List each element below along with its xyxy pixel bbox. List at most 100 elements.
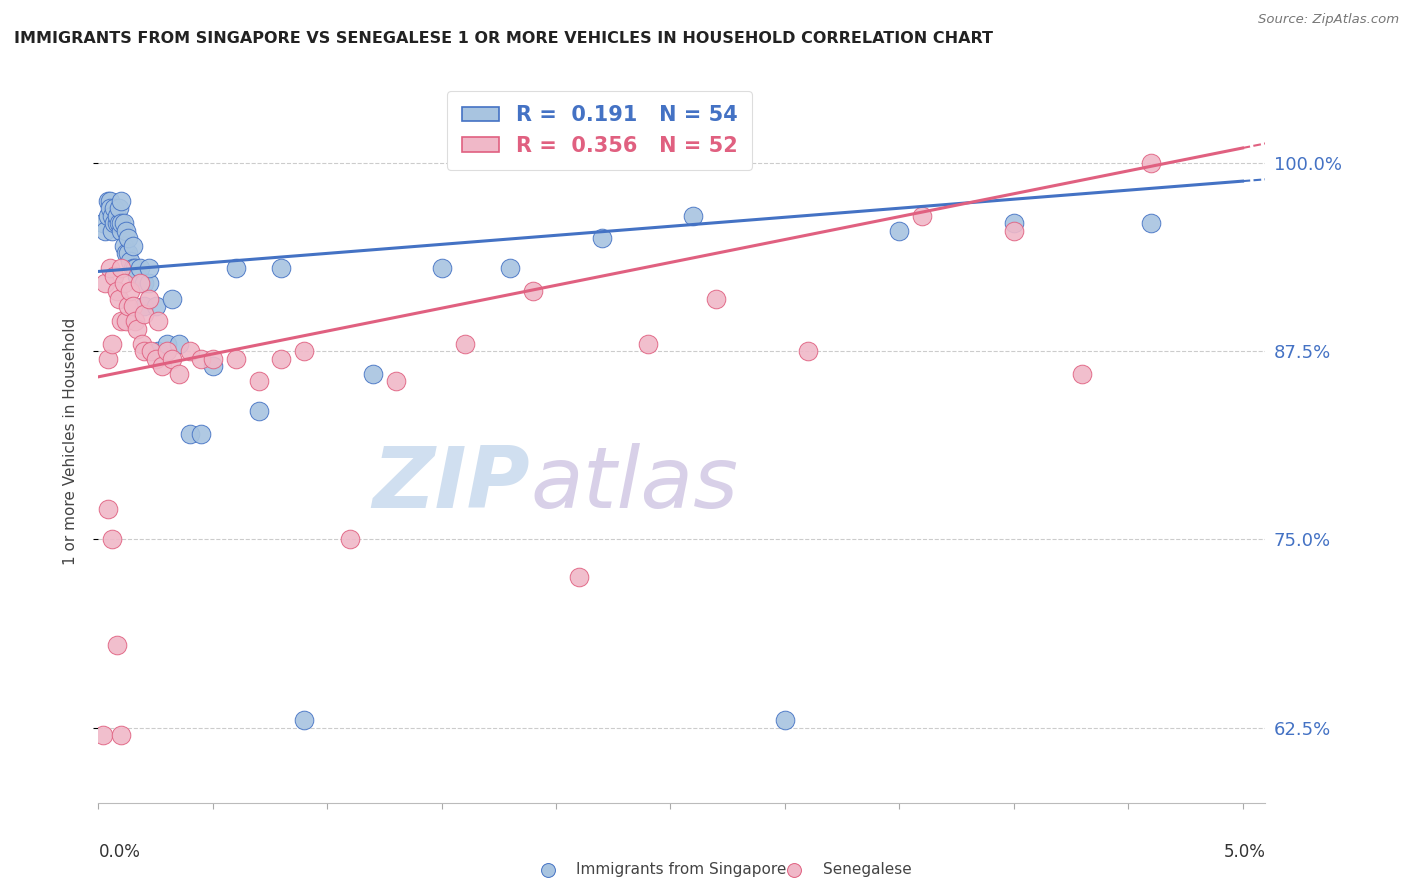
Point bbox=[115, 224, 138, 238]
Point bbox=[704, 292, 727, 306]
Point bbox=[101, 533, 124, 547]
Point bbox=[91, 728, 114, 742]
Point bbox=[270, 261, 292, 276]
Point bbox=[499, 261, 522, 276]
Point bbox=[110, 224, 132, 238]
Text: 0.0%: 0.0% bbox=[98, 843, 141, 861]
Point bbox=[105, 284, 128, 298]
Point bbox=[134, 307, 156, 321]
Point bbox=[121, 261, 143, 276]
Text: Immigrants from Singapore: Immigrants from Singapore bbox=[576, 863, 787, 877]
Point bbox=[146, 344, 169, 359]
Point bbox=[127, 321, 149, 335]
Point bbox=[225, 261, 247, 276]
Text: ZIP: ZIP bbox=[373, 443, 530, 526]
Point bbox=[1140, 156, 1163, 170]
Text: Source: ZipAtlas.com: Source: ZipAtlas.com bbox=[1258, 13, 1399, 27]
Point bbox=[105, 638, 128, 652]
Point bbox=[121, 299, 143, 313]
Point bbox=[105, 216, 128, 230]
Point bbox=[160, 292, 183, 306]
Point bbox=[537, 863, 560, 877]
Point bbox=[138, 261, 160, 276]
Point bbox=[98, 194, 121, 208]
Point bbox=[682, 209, 704, 223]
Point bbox=[179, 427, 201, 442]
Point bbox=[568, 570, 591, 584]
Point bbox=[1002, 224, 1025, 238]
Point bbox=[115, 246, 138, 260]
Point bbox=[103, 268, 125, 283]
Point bbox=[190, 427, 212, 442]
Point bbox=[112, 239, 135, 253]
Point bbox=[110, 216, 132, 230]
Point bbox=[128, 261, 150, 276]
Point bbox=[110, 314, 132, 328]
Point bbox=[145, 351, 167, 366]
Point bbox=[103, 216, 125, 230]
Point bbox=[179, 344, 201, 359]
Point bbox=[127, 268, 149, 283]
Y-axis label: 1 or more Vehicles in Household: 1 or more Vehicles in Household bbox=[63, 318, 77, 566]
Point bbox=[247, 375, 270, 389]
Point bbox=[138, 277, 160, 291]
Text: 5.0%: 5.0% bbox=[1223, 843, 1265, 861]
Point bbox=[101, 224, 124, 238]
Point bbox=[128, 277, 150, 291]
Point bbox=[98, 201, 121, 215]
Point bbox=[190, 351, 212, 366]
Point bbox=[108, 216, 131, 230]
Point bbox=[120, 284, 142, 298]
Point bbox=[108, 201, 131, 215]
Point bbox=[160, 351, 183, 366]
Point bbox=[292, 344, 315, 359]
Point bbox=[97, 194, 120, 208]
Point bbox=[167, 367, 190, 381]
Text: Senegalese: Senegalese bbox=[823, 863, 911, 877]
Point bbox=[97, 209, 120, 223]
Point bbox=[167, 336, 190, 351]
Point bbox=[637, 336, 659, 351]
Point bbox=[430, 261, 453, 276]
Point bbox=[1071, 367, 1094, 381]
Point bbox=[134, 344, 156, 359]
Legend: R =  0.191   N = 54, R =  0.356   N = 52: R = 0.191 N = 54, R = 0.356 N = 52 bbox=[447, 91, 752, 170]
Point bbox=[117, 231, 139, 245]
Point bbox=[797, 344, 820, 359]
Point bbox=[773, 713, 796, 727]
Point bbox=[783, 863, 806, 877]
Point bbox=[156, 344, 179, 359]
Text: atlas: atlas bbox=[530, 443, 738, 526]
Point bbox=[101, 209, 124, 223]
Point bbox=[225, 351, 247, 366]
Point bbox=[453, 336, 475, 351]
Point bbox=[91, 216, 114, 230]
Point bbox=[889, 224, 911, 238]
Point bbox=[138, 292, 160, 306]
Point bbox=[361, 367, 384, 381]
Point bbox=[1140, 216, 1163, 230]
Point bbox=[522, 284, 544, 298]
Point bbox=[385, 375, 408, 389]
Point bbox=[115, 314, 138, 328]
Point bbox=[270, 351, 292, 366]
Point bbox=[117, 246, 139, 260]
Point bbox=[112, 277, 135, 291]
Point bbox=[131, 336, 153, 351]
Point bbox=[134, 277, 156, 291]
Point bbox=[112, 216, 135, 230]
Point bbox=[156, 336, 179, 351]
Point bbox=[292, 713, 315, 727]
Point bbox=[108, 292, 131, 306]
Text: IMMIGRANTS FROM SINGAPORE VS SENEGALESE 1 OR MORE VEHICLES IN HOUSEHOLD CORRELAT: IMMIGRANTS FROM SINGAPORE VS SENEGALESE … bbox=[14, 31, 993, 46]
Point bbox=[110, 194, 132, 208]
Point bbox=[152, 359, 174, 374]
Point bbox=[120, 253, 142, 268]
Point bbox=[201, 351, 224, 366]
Point bbox=[97, 351, 120, 366]
Point bbox=[339, 533, 361, 547]
Point bbox=[124, 314, 146, 328]
Point bbox=[101, 336, 124, 351]
Point bbox=[247, 404, 270, 418]
Point bbox=[103, 201, 125, 215]
